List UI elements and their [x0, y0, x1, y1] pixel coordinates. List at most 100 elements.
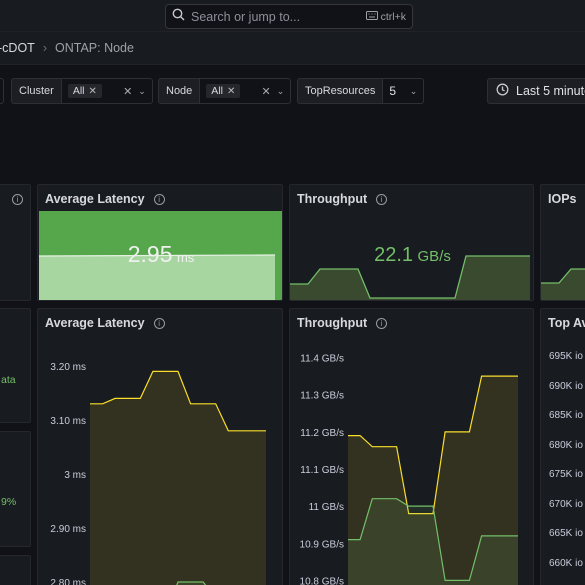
- stat-unit: GB/s: [417, 248, 451, 265]
- breadcrumb-folder[interactable]: -cDOT: [0, 41, 35, 55]
- variable-cluster-select[interactable]: All ✕ ✕ ⌄: [60, 78, 153, 104]
- series-1-line[interactable]: [90, 581, 266, 585]
- panel-title: Average Latency i: [45, 192, 165, 206]
- y-tick-label: 11 GB/s: [309, 502, 344, 513]
- legend-text: ata: [1, 374, 16, 386]
- y-tick-label: 10.8 GB/s: [300, 576, 344, 585]
- variable-node-chip[interactable]: All ✕: [206, 84, 241, 98]
- stat-value: 22.1 GB/s: [290, 244, 533, 267]
- panel-average-latency-chart: Average Latency i 3.20 ms 3.10 ms 3 ms 2.90 …: [37, 308, 283, 585]
- stat-sparkline: [290, 255, 530, 300]
- chevron-down-icon[interactable]: ⌄: [276, 85, 285, 96]
- stat-sparkline: [541, 268, 585, 300]
- series-0-line[interactable]: [348, 375, 518, 515]
- stat-number: 2.95: [127, 241, 173, 267]
- stat-number: 22.1: [374, 244, 414, 266]
- y-tick-label: 11.2 GB/s: [300, 428, 344, 439]
- panel-title: Average Latency i: [45, 316, 165, 330]
- panel-title: Top Av: [548, 316, 585, 330]
- chevron-down-icon[interactable]: ⌄: [138, 85, 146, 96]
- chip-remove-icon[interactable]: ✕: [88, 85, 97, 97]
- panel-throughput-stat: Throughput i 22.1 GB/s: [289, 184, 534, 301]
- series-0-line[interactable]: [90, 370, 266, 432]
- y-tick-label: 690K io: [549, 380, 583, 392]
- search-input[interactable]: Search or jump to... ctrl+k: [165, 4, 413, 29]
- clear-icon[interactable]: ✕: [261, 85, 271, 98]
- info-icon[interactable]: i: [153, 193, 165, 205]
- series-1-line[interactable]: [348, 498, 518, 581]
- variable-node-label: Node: [158, 78, 200, 104]
- panel-title-text: Throughput: [297, 192, 368, 206]
- panel-top-average: Top Av 695K io 690K io 685K io 680K io 675K …: [540, 308, 585, 585]
- variable-topresources-select[interactable]: 5 ⌄: [382, 78, 425, 104]
- chip-label: All: [211, 85, 223, 97]
- y-tick-label: 11.3 GB/s: [300, 391, 344, 402]
- variable-cluster-label: Cluster: [11, 78, 61, 104]
- info-icon[interactable]: i: [376, 317, 388, 329]
- y-tick-label: 665K io: [549, 528, 583, 539]
- panel-title: Throughput i: [297, 316, 388, 330]
- time-range-label: Last 5 minute: [516, 84, 585, 98]
- percent-text: 9%: [1, 496, 17, 508]
- top-bar: Search or jump to... ctrl+k: [0, 0, 585, 32]
- panel-average-latency-stat: Average Latency i 2.95 ms: [37, 184, 283, 301]
- panel-title-text: Throughput: [297, 316, 368, 330]
- series-1-area: [176, 582, 206, 585]
- time-range-picker[interactable]: Last 5 minute: [487, 78, 585, 104]
- info-icon[interactable]: i: [376, 193, 388, 205]
- clock-icon: [496, 83, 509, 99]
- stat-sparkline: [39, 254, 276, 300]
- variable-node-select[interactable]: All ✕ ✕ ⌄: [199, 78, 292, 104]
- info-icon[interactable]: i: [153, 317, 165, 329]
- panel-left-partial-4: [0, 555, 31, 585]
- panel-title-text: Average Latency: [45, 192, 145, 206]
- search-placeholder: Search or jump to...: [191, 9, 301, 24]
- chip-label: All: [72, 85, 85, 97]
- variable-cluster[interactable]: Cluster All ✕ ✕ ⌄: [11, 78, 153, 104]
- shortcut-text: ctrl+k: [380, 10, 406, 23]
- throughput-chart: 11.4 GB/s 11.3 GB/s 11.2 GB/s 11.1 GB/s 11 G…: [300, 354, 518, 585]
- y-tick-label: 3.20 ms: [50, 362, 86, 373]
- y-tick-label: 11.4 GB/s: [300, 354, 344, 365]
- variable-node[interactable]: Node All ✕ ✕ ⌄: [158, 78, 292, 104]
- y-tick-label: 3.10 ms: [50, 416, 86, 427]
- series-1-area: [348, 498, 518, 585]
- variables-row: Cluster All ✕ ✕ ⌄ Node All ✕ ✕ ⌄ TopResour…: [0, 78, 585, 104]
- search-icon: [172, 8, 185, 26]
- y-tick-label: 2.90 ms: [50, 524, 86, 535]
- panel-title: IOPs: [548, 192, 577, 206]
- panel-left-partial-2: ata: [0, 308, 31, 423]
- panel-left-partial-1: i: [0, 184, 31, 301]
- panel-iops-stat: IOPs: [540, 184, 585, 301]
- shortcut-hint: ctrl+k: [365, 10, 406, 23]
- y-tick-label: 660K io: [549, 557, 583, 569]
- variable-partial[interactable]: [0, 78, 4, 104]
- chevron-down-icon[interactable]: ⌄: [409, 85, 418, 96]
- breadcrumb: -cDOT › ONTAP: Node: [0, 32, 585, 65]
- chip-remove-icon[interactable]: ✕: [226, 85, 236, 97]
- y-tick-label: 10.9 GB/s: [300, 539, 344, 550]
- variable-topresources-label: TopResources: [297, 78, 383, 104]
- breadcrumb-dashboard: ONTAP: Node: [54, 41, 134, 55]
- y-tick-label: 675K io: [549, 469, 583, 480]
- y-tick-label: 680K io: [549, 439, 583, 451]
- stat-unit: ms: [176, 250, 195, 265]
- breadcrumb-separator: ›: [42, 41, 47, 55]
- y-tick-label: 3 ms: [64, 470, 86, 481]
- variable-topresources[interactable]: TopResources 5 ⌄: [297, 78, 425, 104]
- panel-title-text: Average Latency: [45, 316, 145, 330]
- clear-icon[interactable]: ✕: [123, 85, 133, 98]
- variable-cluster-chip[interactable]: All ✕: [67, 84, 102, 98]
- panel-title: Throughput i: [297, 192, 388, 206]
- y-tick-label: 670K io: [549, 498, 583, 510]
- series-0-area: [348, 376, 518, 585]
- y-tick-label: 685K io: [549, 410, 583, 421]
- info-icon[interactable]: i: [12, 194, 23, 205]
- y-tick-label: 2.80 ms: [50, 578, 86, 585]
- keyboard-icon: [365, 10, 378, 23]
- variable-topresources-value: 5: [389, 84, 397, 98]
- y-tick-label: 695K io: [549, 351, 583, 362]
- stat-value: 2.95 ms: [38, 241, 282, 268]
- panel-left-partial-3: 9%: [0, 431, 31, 547]
- latency-chart: 3.20 ms 3.10 ms 3 ms 2.90 ms 2.80 ms: [50, 362, 266, 585]
